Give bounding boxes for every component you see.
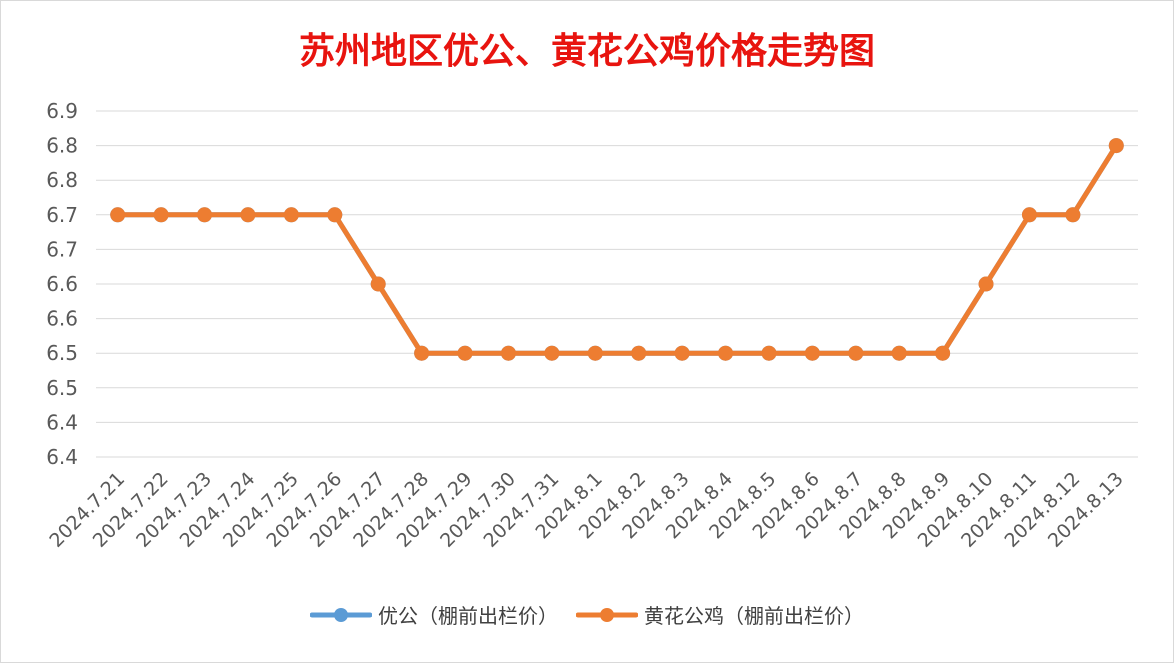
y-tick-label: 6.7	[46, 237, 78, 261]
legend-item: 优公（棚前出栏价）	[310, 600, 558, 629]
y-axis-tick-labels: 6.9 6.8 6.8 6.7 6.7 6.6 6.6 6.5 6.5 6.4 6.4	[46, 99, 78, 469]
data-point	[1065, 207, 1081, 223]
data-point	[283, 207, 299, 223]
legend-marker	[600, 607, 614, 622]
data-point	[327, 207, 343, 223]
legend-marker	[334, 607, 348, 622]
data-point	[500, 345, 516, 361]
y-tick-label: 6.4	[46, 445, 78, 469]
chart-title: 苏州地区优公、黄花公鸡价格走势图	[298, 30, 875, 72]
data-point	[544, 345, 560, 361]
data-point	[197, 207, 213, 223]
data-point	[370, 276, 386, 292]
data-point	[891, 345, 907, 361]
y-tick-label: 6.8	[46, 168, 78, 192]
data-point	[1108, 138, 1124, 154]
data-point	[414, 345, 430, 361]
legend-swatch	[576, 607, 638, 622]
legend-label: 优公（棚前出栏价）	[378, 604, 558, 628]
legend-item: 黄花公鸡（棚前出栏价）	[576, 600, 864, 629]
data-point	[1021, 207, 1037, 223]
y-tick-label: 6.9	[46, 99, 78, 123]
data-point	[718, 345, 734, 361]
y-tick-label: 6.7	[46, 203, 78, 227]
y-tick-label: 6.5	[46, 341, 78, 365]
data-point	[631, 345, 647, 361]
y-tick-label: 6.4	[46, 410, 78, 434]
data-point	[804, 345, 820, 361]
series-2	[110, 138, 1124, 361]
data-point	[587, 345, 603, 361]
series-layer	[110, 138, 1124, 361]
legend-swatch	[310, 607, 372, 622]
x-axis-tick-labels: 2024.7.212024.7.222024.7.232024.7.242024…	[45, 468, 1128, 552]
y-tick-label: 6.6	[46, 307, 78, 331]
legend-label: 黄花公鸡（棚前出栏价）	[644, 604, 864, 628]
y-tick-label: 6.8	[46, 134, 78, 158]
data-point	[761, 345, 777, 361]
y-tick-label: 6.6	[46, 272, 78, 296]
data-point	[240, 207, 256, 223]
y-tick-label: 6.5	[46, 376, 78, 400]
gridlines	[96, 110, 1138, 458]
data-point	[978, 276, 994, 292]
data-point	[935, 345, 951, 361]
data-point	[848, 345, 864, 361]
data-point	[153, 207, 169, 223]
data-point	[110, 207, 126, 223]
legend: 优公（棚前出栏价） 黄花公鸡（棚前出栏价）	[0, 600, 1174, 629]
data-point	[674, 345, 690, 361]
data-point	[457, 345, 473, 361]
